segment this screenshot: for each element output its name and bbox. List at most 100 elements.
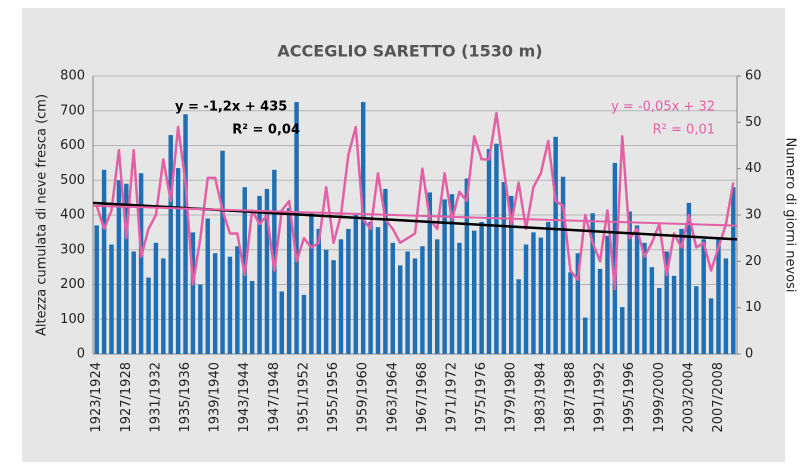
bar [664,251,669,354]
x-tick-label: 1995/1996 [622,362,637,433]
bar [323,249,329,354]
bar [353,215,359,354]
x-tick-label: 1927/1928 [119,362,134,433]
bar [471,230,477,354]
y-tick-label: 700 [60,103,85,118]
bar [116,180,122,354]
bar [309,213,314,354]
bar [627,211,632,354]
x-tick-label: 1991/1992 [593,362,608,433]
bar [701,239,706,354]
x-tick-label: 1987/1988 [563,362,578,433]
y-axis-label: Altezza cumulata di neve fresca (cm) [35,94,50,336]
trend-line [92,204,738,227]
x-tick-label: 1923/1924 [89,362,104,433]
bar [597,268,603,354]
bar [494,143,499,354]
bar [516,279,521,354]
bar [620,307,625,354]
x-tick-label: 1975/1976 [474,362,489,433]
bar [331,260,336,354]
bar [153,242,159,354]
bar [397,265,403,354]
bar [131,251,136,354]
x-tick-label: 1963/1964 [385,362,400,433]
bar [405,251,410,354]
y2-axis-label: Numero di giorni nevosi [783,138,798,293]
bar [464,178,470,354]
x-tick-label: 2007/2008 [711,362,726,433]
bar [420,246,425,354]
x-tick-label: 2003/2004 [681,362,696,433]
bar [390,242,396,354]
x-tick-label: 1979/1980 [504,362,519,433]
bar [605,235,610,354]
bar [568,272,573,354]
trend-r2: R² = 0,01 [653,123,715,138]
x-tick-label: 1967/1968 [415,362,430,433]
bar [612,162,618,354]
bar [546,221,551,354]
y2-tick-label: 50 [745,115,762,130]
bar [212,253,218,354]
bar [264,188,270,354]
y-tick-label: 600 [60,138,85,153]
y-tick-label: 0 [77,347,85,362]
bar [509,195,514,354]
bar [198,284,203,354]
bar [161,258,166,354]
bar [723,258,729,354]
bar [434,239,440,354]
bar [346,228,351,354]
y2-tick-label: 60 [745,69,762,84]
x-tick-label: 1971/1972 [445,362,460,433]
bar [286,208,292,354]
bar [731,187,736,354]
bar [279,291,284,354]
x-tick-label: 1931/1932 [148,362,163,433]
bar [168,135,173,354]
x-tick-label: 1955/1956 [326,362,341,433]
y-tick-label: 800 [60,69,85,84]
bar [560,176,566,354]
bar [220,150,225,354]
bar [124,183,129,354]
x-tick-label: 1947/1948 [267,362,282,433]
chart-title: ACCEGLIO SARETTO (1530 m) [277,42,542,61]
y2-tick-label: 0 [745,347,753,362]
bar [190,232,196,354]
bar [590,213,595,354]
y2-tick-label: 10 [745,300,762,315]
bar [294,102,299,354]
x-tick-label: 1943/1944 [237,362,252,433]
bar [634,225,640,354]
bar [175,168,181,354]
bar [301,294,307,354]
bar [531,232,536,354]
bar [183,114,188,354]
bar [679,228,684,354]
bar [671,275,677,354]
line [95,111,735,291]
bar [708,298,714,354]
bar [449,194,455,354]
y-tick-label: 500 [60,173,85,188]
bar [457,242,462,354]
x-tick-label: 1939/1940 [208,362,223,433]
bar [694,286,699,354]
bar [553,136,558,354]
bar [338,239,344,354]
y-tick-label: 300 [60,242,85,257]
trend-equation: y = -1,2x + 435 [175,100,287,115]
y-tick-label: 100 [60,312,85,327]
trend-equation: y = -0,05x + 32 [611,100,715,115]
bar [716,237,721,354]
x-tick-label: 1951/1952 [296,362,311,433]
bar [101,169,107,354]
bar [383,188,388,354]
bar [316,228,321,354]
bar [642,242,647,354]
bar [501,181,507,354]
bar [575,253,581,354]
